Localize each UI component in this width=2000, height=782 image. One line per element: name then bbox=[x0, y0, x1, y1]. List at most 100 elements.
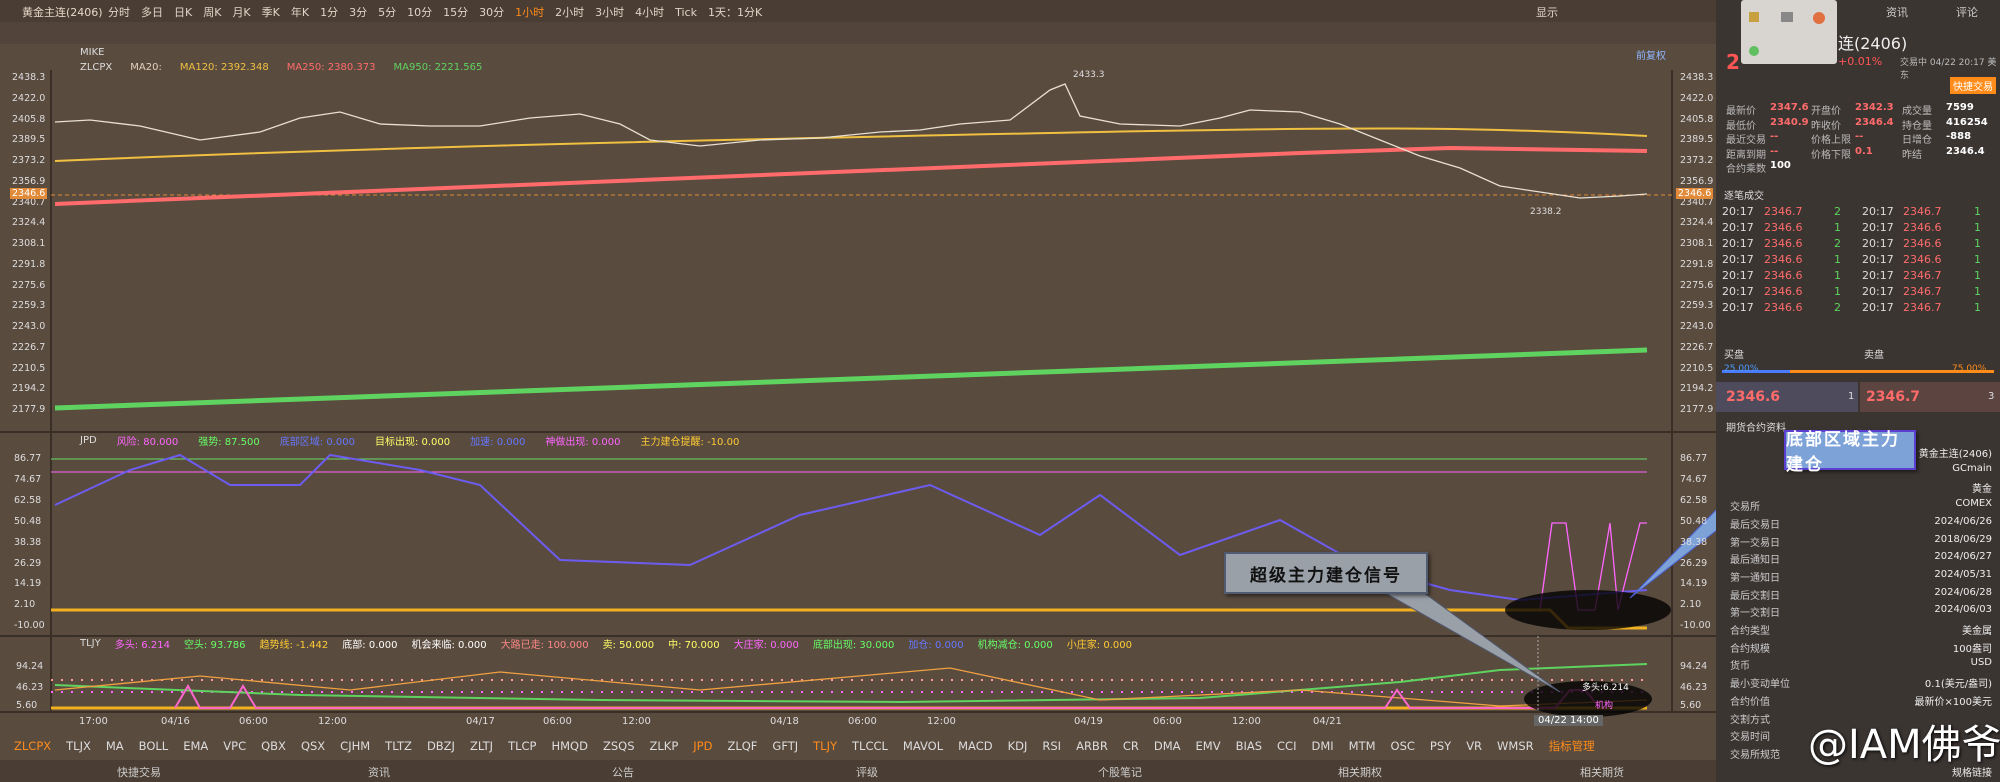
indicator-name: TLJY bbox=[80, 638, 101, 649]
indicator-tab[interactable]: VR bbox=[1466, 739, 1483, 753]
x-axis-label: 04/21 bbox=[1313, 716, 1342, 727]
indicator-tab[interactable]: VPC bbox=[223, 739, 247, 753]
x-axis-label: 06:00 bbox=[543, 716, 572, 727]
trade-cell: 1 bbox=[1834, 253, 1841, 266]
indicator-tab[interactable]: TLCCL bbox=[852, 739, 888, 753]
indicator-tab[interactable]: QBX bbox=[261, 739, 286, 753]
quote-label: 最新价 bbox=[1726, 106, 1756, 117]
period-tab[interactable]: 日K bbox=[174, 6, 193, 19]
top-tab[interactable]: 评论 bbox=[1956, 6, 1978, 19]
bottom-tab[interactable]: 个股笔记 bbox=[1098, 766, 1142, 779]
quote-label: 最近交易 bbox=[1726, 135, 1766, 146]
period-tab[interactable]: 季K bbox=[261, 6, 280, 19]
quote-value: -- bbox=[1770, 145, 1779, 157]
indicator-tab[interactable]: BOLL bbox=[138, 739, 169, 753]
period-tab[interactable]: 分时 bbox=[108, 6, 130, 19]
indicator-tab[interactable]: KDJ bbox=[1007, 739, 1028, 753]
period-tab[interactable]: 15分 bbox=[443, 6, 469, 19]
indicator-tab[interactable]: WMSR bbox=[1497, 739, 1534, 753]
period-tab[interactable]: 5分 bbox=[378, 6, 397, 19]
indicator-tab[interactable]: CR bbox=[1122, 739, 1139, 753]
indicator-tab[interactable]: OSC bbox=[1390, 739, 1415, 753]
period-tab[interactable]: 月K bbox=[232, 6, 251, 19]
bid-price: 2346.6 bbox=[1726, 389, 1781, 405]
indicator-tab[interactable]: QSX bbox=[300, 739, 326, 753]
period-tab[interactable]: 年K bbox=[290, 6, 310, 19]
bottom-tab[interactable]: 相关期货 bbox=[1580, 766, 1624, 779]
book-title: 买盘 bbox=[1724, 350, 1744, 361]
info-label: 交易时间 bbox=[1730, 732, 1770, 744]
period-tab[interactable]: 10分 bbox=[407, 6, 433, 19]
bottom-tab[interactable]: 快捷交易 bbox=[117, 766, 161, 779]
watermark: @IAM佛爷 bbox=[1808, 722, 2000, 768]
toolbar bbox=[0, 0, 1716, 22]
indicator-tab[interactable]: DBZJ bbox=[426, 739, 455, 753]
indicator-tab[interactable]: HMQD bbox=[551, 739, 588, 753]
y-axis-label: 2177.9 bbox=[1680, 404, 1714, 415]
ma120-line bbox=[54, 127, 1648, 162]
indicator-tab[interactable]: ZLCPX bbox=[14, 739, 52, 753]
indicator-tab[interactable]: JPD bbox=[693, 739, 713, 753]
tljy-legend: TLJY 多头: 6.214 空头: 93.786 趋势线: -1.442 底部: 0.… bbox=[80, 636, 1132, 651]
indicator-tab[interactable]: MA bbox=[105, 739, 124, 753]
y-axis-label: 2275.6 bbox=[12, 279, 46, 291]
indicator-tab[interactable]: TLTZ bbox=[385, 739, 412, 753]
period-tab[interactable]: 1小时 bbox=[515, 6, 545, 19]
bottom-tab[interactable]: 公告 bbox=[612, 766, 634, 779]
indicator-tab[interactable]: ZLTJ bbox=[469, 739, 494, 753]
info-value: 规格链接 bbox=[1952, 767, 1992, 779]
indicator-tab[interactable]: RSI bbox=[1042, 739, 1062, 753]
indicator-tab[interactable]: ZSQS bbox=[602, 739, 635, 753]
indicator-tab[interactable]: GFTJ bbox=[772, 739, 799, 753]
indicator-tab[interactable]: BIAS bbox=[1235, 739, 1263, 753]
y-axis-label: 2340.7 bbox=[1680, 196, 1714, 208]
indicator-tab[interactable]: ARBR bbox=[1076, 739, 1108, 753]
param: 空头: 93.786 bbox=[183, 640, 246, 651]
indicator-tab[interactable]: TLJY bbox=[813, 739, 838, 753]
bottom-tab[interactable]: 相关期权 bbox=[1338, 766, 1382, 779]
indicator-tab[interactable]: CCI bbox=[1277, 739, 1297, 753]
quick-trade[interactable]: 快捷交易 bbox=[1950, 77, 1996, 94]
period-tab[interactable]: Tick bbox=[675, 5, 697, 19]
y-axis-label: 62.58 bbox=[1680, 494, 1708, 506]
indicator-tab[interactable]: MACD bbox=[958, 739, 993, 753]
trade-cell: 1 bbox=[1974, 285, 1981, 298]
bottom-tab[interactable]: 评级 bbox=[856, 766, 878, 779]
y-axis-label: 86.77 bbox=[14, 453, 42, 464]
indicator-tab[interactable]: EMA bbox=[183, 739, 209, 753]
symbol-title: 连(2406) bbox=[1838, 34, 1908, 53]
period-tab[interactable]: 多日 bbox=[141, 6, 163, 19]
indicator-tab[interactable]: MTM bbox=[1348, 739, 1376, 753]
indicator-tab[interactable]: DMA bbox=[1153, 739, 1181, 753]
indicator-tab[interactable]: ZLKP bbox=[649, 739, 679, 753]
period-tab[interactable]: 周K bbox=[203, 6, 222, 19]
period-tab[interactable]: 3小时 bbox=[595, 6, 625, 19]
indicator-tab[interactable]: 指标管理 bbox=[1548, 739, 1595, 753]
bottom-tab[interactable]: 资讯 bbox=[368, 766, 390, 779]
period-tab[interactable]: 1分 bbox=[320, 6, 339, 19]
indicator-tab[interactable]: PSY bbox=[1429, 739, 1452, 753]
trade-cell: 2346.6 bbox=[1764, 221, 1803, 234]
trade-cell: 20:17 bbox=[1722, 285, 1754, 298]
period-tab[interactable]: 30分 bbox=[479, 6, 505, 19]
param: 底部出现: 30.000 bbox=[812, 640, 895, 651]
period-tab[interactable]: 3分 bbox=[349, 6, 368, 19]
info-value: USD bbox=[1970, 657, 1992, 669]
indicator-tab[interactable]: MAVOL bbox=[902, 739, 944, 753]
top-tab[interactable]: 资讯 bbox=[1886, 6, 1908, 19]
y-axis-label: 38.38 bbox=[1680, 536, 1708, 548]
indicator-tab[interactable]: DMI bbox=[1311, 739, 1334, 753]
period-tab[interactable]: 2小时 bbox=[555, 6, 585, 19]
display-menu[interactable]: 显示 bbox=[1536, 6, 1558, 19]
indicator-tab[interactable]: TLCP bbox=[508, 739, 537, 753]
period-tab[interactable]: 1天：1分K bbox=[707, 6, 763, 19]
indicator-tab[interactable]: ZLQF bbox=[727, 739, 758, 753]
info-label: 第一交易日 bbox=[1730, 537, 1780, 549]
indicator-tab[interactable]: EMV bbox=[1195, 739, 1221, 753]
adjust-label[interactable]: 前复权 bbox=[1636, 51, 1666, 62]
cursor-time: 04/22 14:00 bbox=[1534, 715, 1603, 726]
indicator-tab[interactable]: TLJX bbox=[66, 739, 91, 753]
symbol[interactable]: 黄金主连(2406) bbox=[22, 6, 103, 19]
period-tab[interactable]: 4小时 bbox=[635, 6, 665, 19]
indicator-tab[interactable]: CJHM bbox=[340, 739, 371, 753]
